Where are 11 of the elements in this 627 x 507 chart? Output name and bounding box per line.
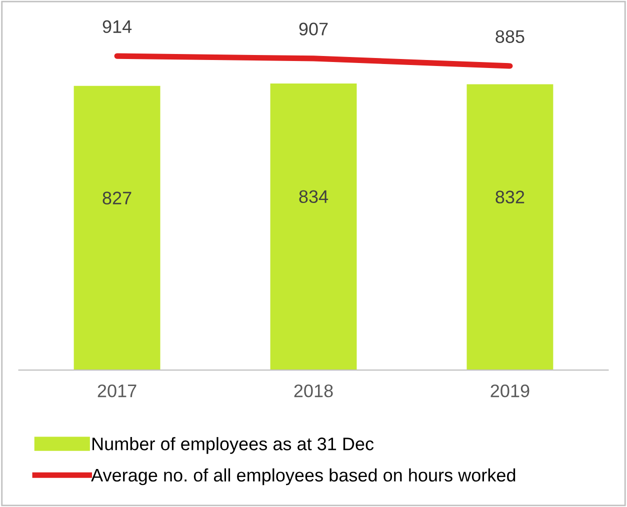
legend-label: Average no. of all employees based on hours worked <box>91 468 516 486</box>
legend-label: Number of employees as at 31 Dec <box>92 437 374 454</box>
data-label: 885 <box>496 30 524 43</box>
data-label: 827 <box>102 192 132 204</box>
data-label: 832 <box>496 190 524 204</box>
x-tick-label: 2017 <box>98 384 136 398</box>
data-label: 834 <box>299 190 328 204</box>
data-label: 914 <box>102 20 132 34</box>
data-label: 907 <box>299 22 328 36</box>
x-tick-label: 2019 <box>490 384 530 398</box>
x-tick-label: 2018 <box>294 384 333 398</box>
